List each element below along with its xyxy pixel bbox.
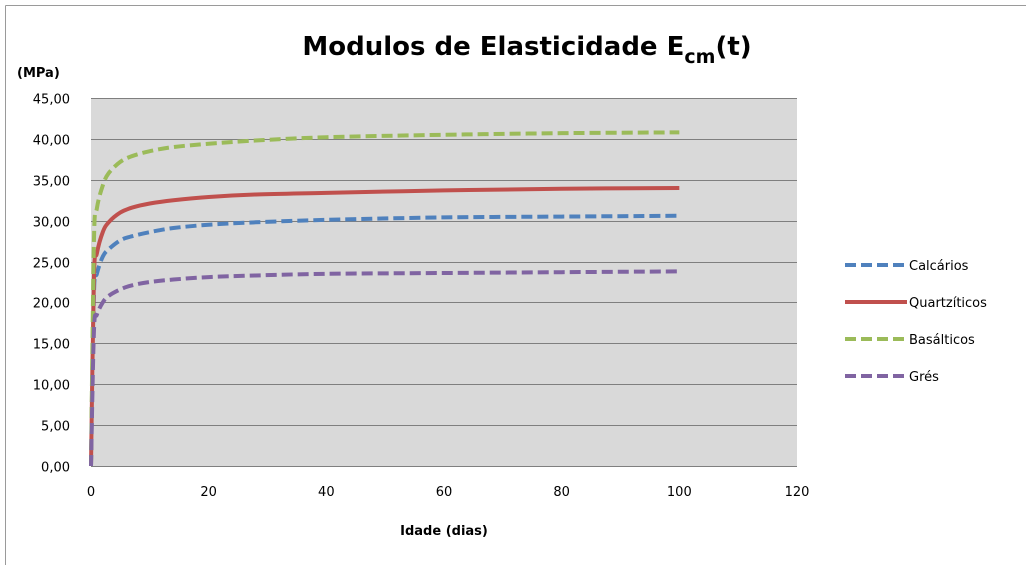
series-line	[89, 213, 680, 467]
legend-label: Calcários	[909, 259, 969, 274]
chart-title-subscript: cm	[684, 46, 715, 68]
y-tick-label: 40,00	[33, 134, 70, 149]
x-tick-labels: 0 20 40 60 80 100 120	[87, 485, 810, 500]
x-tick-label: 40	[318, 485, 335, 500]
y-axis-label: (MPa)	[17, 66, 60, 81]
x-tick-label: 0	[87, 485, 95, 500]
y-tick-labels: 0,00 5,00 10,00 15,00 20,00 25,00 30,00 35,00 40…	[33, 93, 70, 476]
x-tick-label: 60	[436, 485, 453, 500]
chart-title-main: Modulos de Elasticidade	[302, 32, 657, 62]
plot-area	[91, 98, 797, 466]
y-tick-label: 35,00	[33, 175, 70, 190]
series-line	[89, 130, 680, 467]
y-tick-label: 0,00	[41, 461, 70, 476]
series-line	[89, 185, 680, 467]
legend-label: Basálticos	[909, 333, 975, 348]
grid-lines	[91, 98, 797, 467]
y-tick-label: 15,00	[33, 338, 70, 353]
y-tick-label: 30,00	[33, 216, 70, 231]
x-tick-label: 20	[200, 485, 217, 500]
chart-title-symbol: E	[667, 32, 685, 62]
x-axis-label: Idade (dias)	[400, 524, 488, 539]
x-tick-label: 100	[667, 485, 692, 500]
y-tick-label: 20,00	[33, 297, 70, 312]
series-layer	[89, 130, 680, 467]
y-tick-label: 10,00	[33, 379, 70, 394]
chart-border	[5, 5, 1026, 565]
y-tick-label: 45,00	[33, 93, 70, 108]
series-line	[89, 269, 680, 467]
x-tick-label: 120	[785, 485, 810, 500]
x-tick-label: 80	[553, 485, 570, 500]
chart-title: Modulos de Elasticidade Ecm(t)	[302, 32, 751, 68]
y-tick-label: 25,00	[33, 257, 70, 272]
legend-label: Grés	[909, 370, 939, 385]
legend-label: Quartzíticos	[909, 296, 987, 311]
y-tick-label: 5,00	[41, 420, 70, 435]
chart-title-suffix: (t)	[715, 32, 751, 62]
legend: Calcários Quartzíticos Basálticos Grés	[845, 259, 987, 385]
